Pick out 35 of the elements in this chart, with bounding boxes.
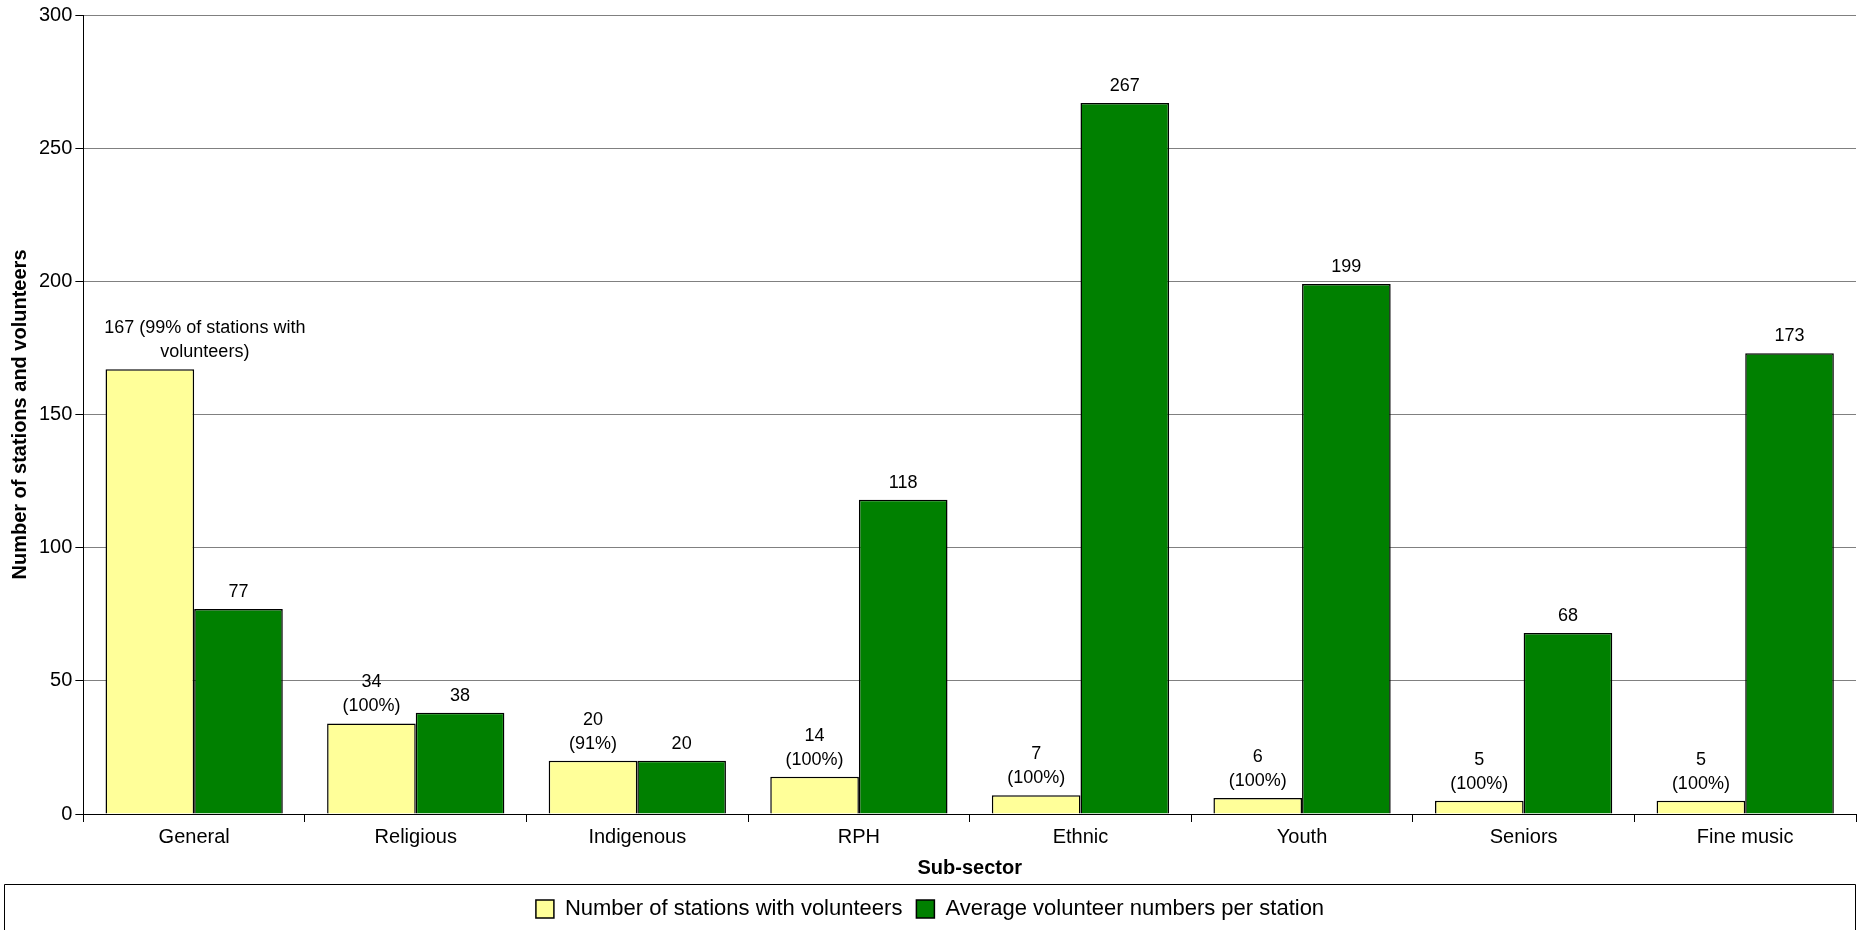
data-label: 267: [1109, 74, 1140, 95]
y-axis-title: Number of stations and volunteers: [7, 249, 30, 580]
data-label: 173: [1774, 325, 1805, 346]
legend-label: Average volunteer numbers per station: [945, 895, 1325, 921]
y-tick-label: 250: [38, 135, 73, 158]
data-label: 5 (100%): [1671, 748, 1730, 793]
x-tick-label: RPH: [837, 824, 881, 847]
data-label: 20: [671, 732, 692, 753]
data-label: 20 (91%): [568, 708, 618, 753]
data-label: 167 (99% of stations with volunteers): [104, 317, 306, 362]
data-label: 199: [1331, 255, 1362, 276]
y-tick-label: 200: [38, 268, 73, 291]
legend-label: Number of stations with volunteers: [564, 895, 903, 921]
data-label: 6 (100%): [1228, 745, 1287, 790]
x-axis-title: Sub-sector: [917, 855, 1023, 878]
y-tick-label: 150: [38, 402, 73, 425]
x-tick-label: Fine music: [1696, 824, 1794, 847]
x-tick-label: General: [158, 824, 230, 847]
x-tick-label: Ethnic: [1052, 824, 1109, 847]
data-label: 118: [888, 471, 918, 492]
y-tick-label: 50: [50, 668, 73, 691]
y-tick-label: 0: [61, 801, 73, 824]
x-tick-label: Religious: [374, 824, 457, 847]
x-tick-label: Indigenous: [588, 824, 687, 847]
y-tick-label: 100: [38, 535, 73, 558]
x-tick-label: Youth: [1276, 824, 1328, 847]
data-label: 77: [228, 580, 249, 601]
data-label: 68: [1557, 604, 1578, 625]
data-label: 38: [450, 684, 471, 705]
data-label: 7 (100%): [1007, 743, 1066, 788]
data-label: 34 (100%): [342, 671, 401, 716]
data-label: 5 (100%): [1450, 748, 1509, 793]
data-label: 14 (100%): [785, 724, 844, 769]
y-tick-label: 300: [38, 2, 73, 25]
x-tick-label: Seniors: [1489, 824, 1558, 847]
